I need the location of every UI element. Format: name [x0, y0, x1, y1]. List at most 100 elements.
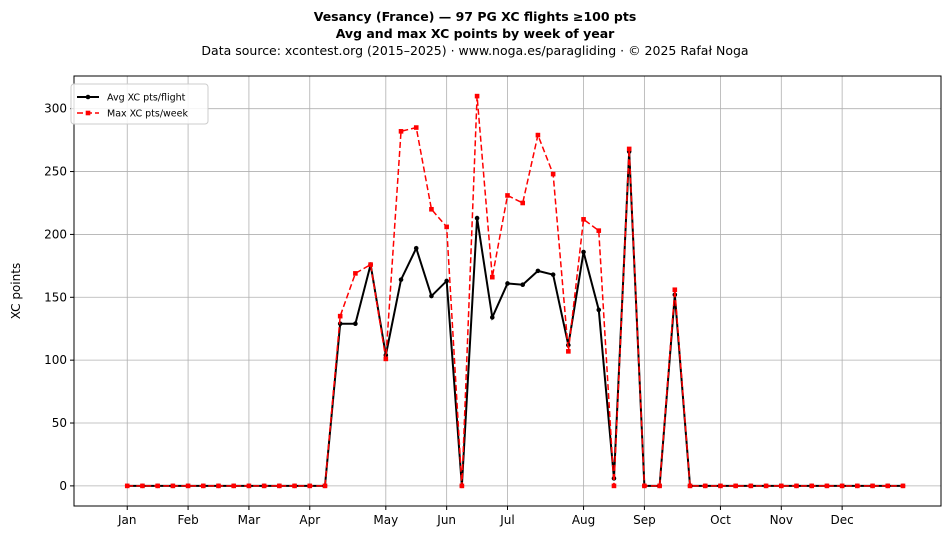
data-point-max	[170, 483, 176, 489]
y-tick-label: 150	[44, 290, 67, 304]
data-point-avg	[398, 277, 404, 282]
data-point-max	[398, 129, 404, 134]
chart-title-block: Vesancy (France) — 97 PG XC flights ≥100…	[0, 8, 950, 59]
x-tick-label: Jan	[117, 513, 137, 527]
data-point-max	[535, 132, 541, 138]
data-point-max	[322, 483, 328, 489]
data-point-max	[839, 483, 845, 489]
legend-swatch-marker	[85, 94, 91, 100]
data-point-max	[231, 483, 237, 489]
y-tick-label: 50	[52, 416, 67, 430]
data-point-max	[687, 483, 693, 489]
data-point-avg	[429, 293, 434, 299]
data-point-max	[520, 200, 526, 206]
data-point-max	[474, 93, 480, 99]
data-point-max	[611, 483, 617, 489]
data-point-max	[383, 356, 389, 362]
data-point-avg	[581, 249, 586, 255]
data-point-max	[809, 483, 815, 489]
data-point-max	[200, 483, 206, 489]
x-tick-label: Sep	[633, 513, 656, 527]
chart-title: Vesancy (France) — 97 PG XC flights ≥100…	[313, 9, 637, 24]
data-point-avg	[489, 315, 495, 320]
data-point-max	[155, 483, 160, 489]
data-point-max	[581, 217, 586, 222]
legend: Avg XC pts/flight Max XC pts/week	[70, 83, 209, 125]
data-point-max	[459, 483, 465, 489]
x-tick-label: Aug	[572, 513, 595, 527]
data-point-max	[261, 483, 267, 489]
x-tick-label: Mar	[238, 513, 261, 527]
data-point-max	[216, 483, 221, 489]
data-point-max	[642, 483, 647, 489]
data-point-avg	[474, 215, 480, 221]
y-tick-label: 300	[44, 102, 67, 116]
data-point-max	[824, 483, 830, 489]
data-point-max	[596, 228, 602, 233]
data-point-max	[550, 171, 556, 177]
legend-swatch-marker	[85, 110, 91, 116]
data-point-max	[702, 483, 708, 489]
data-point-max	[748, 483, 754, 489]
data-point-max	[337, 313, 343, 319]
y-tick-label: 200	[44, 227, 67, 241]
data-point-avg	[550, 272, 556, 277]
y-tick-label: 100	[44, 353, 67, 367]
x-tick-label: Oct	[710, 513, 731, 527]
x-tick-label: May	[373, 513, 398, 527]
data-point-max	[626, 146, 632, 152]
data-point-max	[566, 349, 571, 354]
data-point-max	[778, 483, 784, 489]
data-point-avg	[520, 282, 526, 288]
data-point-max	[246, 483, 252, 489]
x-tick-label: Dec	[831, 513, 854, 527]
data-point-avg	[596, 307, 602, 313]
data-point-max	[444, 224, 449, 230]
data-point-max	[413, 125, 419, 130]
x-tick-label: Nov	[770, 513, 793, 527]
x-tick-label: Jun	[436, 513, 456, 527]
data-point-max	[855, 483, 860, 489]
legend-box	[70, 83, 209, 125]
data-point-max	[763, 483, 769, 489]
data-point-max	[185, 483, 191, 489]
data-point-max	[489, 274, 495, 280]
data-point-max	[307, 483, 313, 489]
data-point-max	[718, 483, 723, 489]
y-tick-label: 250	[44, 165, 67, 179]
legend-label: Avg XC pts/flight	[107, 93, 186, 104]
y-axis-label: XC points	[9, 263, 23, 319]
chart-subtitle: Avg and max XC points by week of year	[335, 26, 615, 41]
x-axis-ticks: Jan Feb Mar Apr May Jun Jul Aug Sep Oct Nov Dec	[117, 506, 854, 527]
series-layer	[124, 93, 906, 489]
data-point-max	[657, 483, 662, 489]
y-tick-label: 0	[59, 479, 67, 493]
data-point-max	[900, 483, 906, 489]
y-axis-ticks: 0 50 100 150 200 250 300	[44, 102, 74, 493]
data-point-avg	[535, 268, 541, 274]
data-point-avg	[353, 321, 358, 326]
data-point-max	[672, 287, 678, 293]
data-point-max	[885, 483, 891, 489]
series-line-max	[127, 96, 903, 487]
data-point-avg	[505, 281, 510, 286]
grid-lines	[74, 76, 941, 506]
series-line-avg	[127, 151, 903, 487]
data-point-max	[353, 271, 358, 276]
legend-label: Max XC pts/week	[107, 109, 188, 120]
data-point-max	[870, 483, 875, 489]
data-point-max	[733, 483, 738, 489]
x-tick-label: Apr	[299, 513, 320, 527]
data-point-max	[292, 483, 297, 489]
data-point-max	[794, 483, 799, 489]
data-point-avg	[444, 278, 449, 284]
chart-source-note: Data source: xcontest.org (2015–2025) · …	[201, 43, 749, 58]
data-point-max	[505, 193, 510, 198]
data-point-max	[124, 483, 130, 489]
data-point-max	[429, 206, 434, 212]
data-point-avg	[413, 245, 419, 251]
x-tick-label: Jul	[499, 513, 514, 527]
data-point-max	[140, 483, 145, 489]
x-tick-label: Feb	[177, 513, 198, 527]
